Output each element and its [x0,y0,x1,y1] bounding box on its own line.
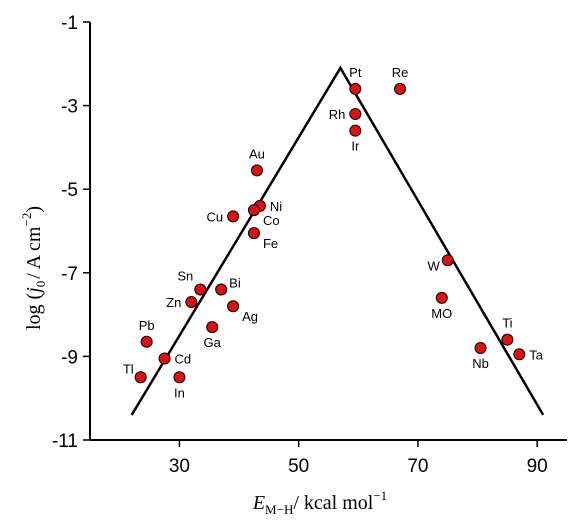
y-tick-label: -5 [61,180,78,201]
x-title-var: E [252,492,265,514]
data-point-pt [349,82,362,95]
point-label-fe: Fe [263,236,278,251]
data-point-w [441,254,454,267]
x-axis-title: EM−H/ kcal mol−1 [252,488,387,517]
point-label-ag: Ag [242,309,258,324]
point-label-ga: Ga [204,335,222,350]
point-label-mo: MO [431,306,452,321]
point-label-zn: Zn [166,295,181,310]
point-label-au: Au [249,146,265,161]
volcano-fit-line [130,65,545,416]
y-tick-label: -9 [61,347,78,368]
data-point-ga [206,321,219,334]
data-point-tl [134,371,147,384]
data-point-in [173,371,186,384]
volcano-line [130,65,545,416]
y-tick-label: -3 [61,97,78,118]
y-title-unit: / A cm [23,226,45,279]
axes: -1 -3 -5 -7 -9 -11 30 50 70 90 [52,13,567,477]
point-label-cd: Cd [175,351,192,366]
data-point-co [247,204,260,217]
data-point-ta [513,348,526,361]
x-tick-label: 90 [527,456,548,477]
data-point-mo [435,291,448,304]
data-point-bi [215,283,228,296]
y-title-pre: log ( [23,292,45,330]
y-title-sup: −2 [19,213,34,227]
y-tick-label: -1 [61,13,78,34]
data-points: Pt Re Rh Ir Au Ni Cu Co Fe W Sn Bi Zn Ag MO Ga Pb Ti Nb Ta C… [123,65,544,400]
point-label-ir: Ir [351,139,360,154]
x-tick-label: 30 [169,456,190,477]
data-point-pb [140,335,153,348]
point-label-pb: Pb [139,318,155,333]
y-title-post: ) [23,206,45,213]
x-tick-label: 50 [288,456,309,477]
data-point-ag [227,300,240,313]
point-label-bi: Bi [229,276,241,291]
x-title-unit: / kcal mol [293,492,373,514]
point-label-in: In [174,385,185,400]
axis-titles: log (j0 / A cm−2) EM−H/ kcal mol−1 [19,206,387,517]
point-label-pt: Pt [349,65,362,80]
y-title-var: j [23,287,45,296]
data-point-re [394,82,407,95]
data-point-cd [158,352,171,365]
x-title-sub: M−H [265,502,293,517]
y-tick-label: -7 [61,264,78,285]
data-point-rh [349,107,362,120]
point-label-co: Co [263,213,280,228]
point-label-ta: Ta [529,347,544,362]
x-title-sup: −1 [373,488,387,503]
point-label-tl: Tl [123,361,134,376]
data-point-fe [247,227,260,240]
y-axis-title: log (j0 / A cm−2) [19,206,48,330]
point-label-w: W [427,258,440,273]
data-point-nb [474,342,487,355]
data-point-cu [227,210,240,223]
point-label-sn: Sn [177,269,193,284]
data-point-ir [349,124,362,137]
y-title-sub: 0 [33,281,48,288]
point-label-ni: Ni [270,199,282,214]
data-point-sn [194,283,207,296]
data-point-au [250,164,263,177]
point-label-nb: Nb [472,356,489,371]
point-label-ti: Ti [502,316,512,331]
x-tick-label: 70 [407,456,428,477]
data-point-zn [185,296,198,309]
data-point-ti [501,333,514,346]
point-label-rh: Rh [329,107,346,122]
point-label-cu: Cu [206,209,223,224]
point-label-re: Re [392,65,409,80]
y-tick-label: -11 [52,431,78,452]
